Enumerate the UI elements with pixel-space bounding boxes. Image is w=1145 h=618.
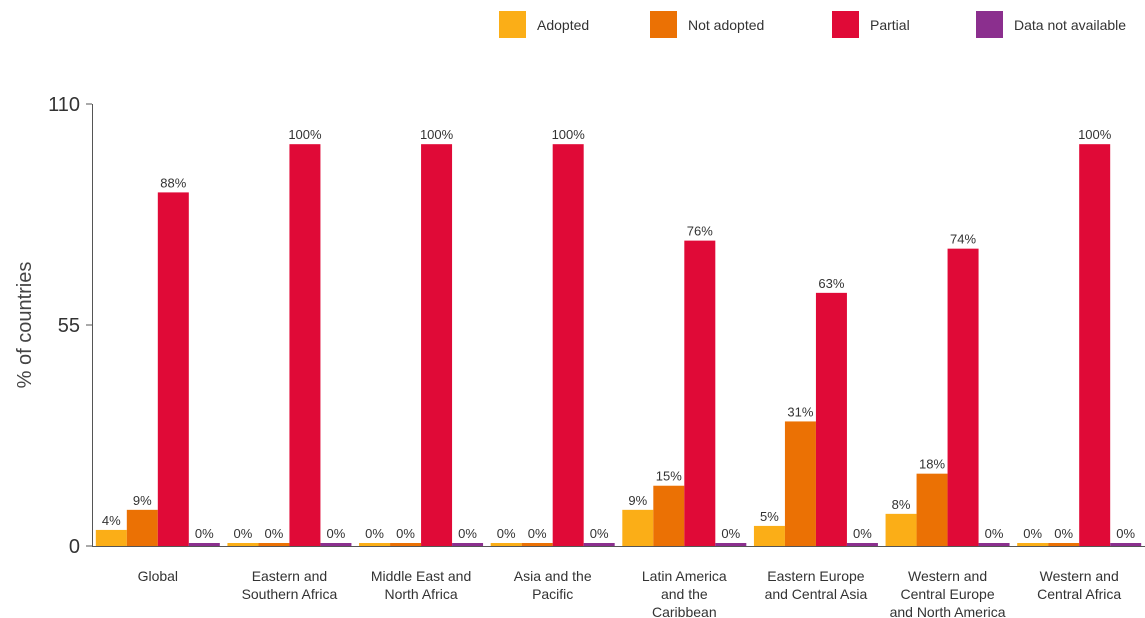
data-label: 100% (288, 127, 322, 142)
data-label: 76% (687, 224, 713, 239)
data-label: 18% (919, 457, 945, 472)
legend-swatch-adopted (499, 11, 526, 38)
bar-data-not-available (320, 543, 352, 546)
bar-data-not-available (188, 543, 220, 546)
x-category-label: Asia and the Pacific (514, 568, 592, 602)
legend-label: Adopted (537, 17, 589, 33)
data-label: 9% (133, 493, 152, 508)
data-label: 31% (787, 404, 813, 419)
bar-data-not-available (583, 543, 615, 546)
x-category-label: Western and Central Europe and North Ameri… (890, 568, 1006, 618)
bar-partial (157, 192, 189, 546)
bar-group-eastern-europe-and-central-asia: 5% 31% 63% 0% (753, 276, 878, 546)
bar-partial (421, 144, 453, 546)
bar-group-latin-america-and-the-caribbean: 9% 15% 76% 0% (622, 224, 747, 547)
bar-data-not-available (846, 543, 878, 546)
bar-group-western-and-central-africa: 0% 0% 100% 0% (1017, 127, 1142, 546)
x-category-label: Eastern and Southern Africa (242, 568, 338, 602)
data-label: 0% (1054, 526, 1073, 541)
bar-partial (947, 248, 979, 546)
data-label: 0% (590, 526, 609, 541)
bar-not-adopted (390, 543, 422, 546)
x-category-label: Western and Central Africa (1037, 568, 1121, 602)
bar-partial (684, 240, 716, 547)
bar-data-not-available (978, 543, 1010, 546)
data-label: 0% (985, 526, 1004, 541)
data-label: 0% (458, 526, 477, 541)
bar-group-global: 4% 9% 88% 0% (95, 175, 220, 546)
bar-adopted (885, 513, 917, 546)
data-label: 0% (497, 526, 516, 541)
bar-not-adopted (916, 473, 948, 546)
x-category-label: Latin America and the Caribbean (642, 568, 727, 618)
y-tick-label: 0 (69, 536, 80, 558)
bar-data-not-available (715, 543, 747, 546)
bar-adopted (95, 529, 127, 546)
data-label: 100% (1078, 127, 1112, 142)
bar-partial (815, 292, 847, 546)
bar-adopted (490, 543, 522, 546)
data-label: 0% (853, 526, 872, 541)
legend-item-not-adopted: Not adopted (650, 11, 764, 38)
data-label: 9% (628, 493, 647, 508)
bar-data-not-available (452, 543, 484, 546)
y-tick-label: 110 (48, 94, 80, 116)
data-label: 0% (721, 526, 740, 541)
data-label: 0% (195, 526, 214, 541)
legend-swatch-partial (832, 11, 859, 38)
data-label: 88% (160, 175, 186, 190)
data-label: 0% (396, 526, 415, 541)
data-label: 74% (950, 232, 976, 247)
data-label: 0% (365, 526, 384, 541)
data-label: 0% (1023, 526, 1042, 541)
bar-not-adopted (126, 509, 158, 546)
y-tick-label: 55 (58, 315, 80, 337)
data-label: 15% (656, 469, 682, 484)
data-label: 100% (552, 127, 586, 142)
data-label: 0% (265, 526, 284, 541)
bar-adopted (1017, 543, 1049, 546)
legend-swatch-not-adopted (650, 11, 677, 38)
bar-partial (552, 144, 584, 546)
data-label: 0% (1116, 526, 1135, 541)
bar-group-middle-east-and-north-africa: 0% 0% 100% 0% (359, 127, 484, 546)
legend-swatch-data-not-available (976, 11, 1003, 38)
bar-adopted (227, 543, 259, 546)
bar-not-adopted (1048, 543, 1080, 546)
data-label: 5% (760, 509, 779, 524)
bar-adopted (753, 525, 785, 546)
bar-adopted (622, 509, 654, 546)
bar-not-adopted (521, 543, 553, 546)
y-axis-label: % of countries (14, 262, 36, 389)
bar-group-western-and-central-europe-and-north-america: 8% 18% 74% 0% (885, 232, 1010, 546)
data-label: 100% (420, 127, 454, 142)
x-category-label: Eastern Europe and Central Asia (765, 568, 868, 602)
legend-item-adopted: Adopted (499, 11, 589, 38)
bar-data-not-available (1110, 543, 1142, 546)
legend-item-partial: Partial (832, 11, 910, 38)
legend-label: Not adopted (688, 17, 764, 33)
legend: Adopted Not adopted Partial Data not availa… (499, 11, 1126, 38)
data-label: 4% (102, 513, 121, 528)
legend-label: Partial (870, 17, 910, 33)
x-category-label: Middle East and North Africa (371, 568, 471, 602)
x-category-label: Global (138, 568, 178, 584)
bar-partial (1079, 144, 1111, 546)
bar-group-asia-and-the-pacific: 0% 0% 100% 0% (490, 127, 615, 546)
data-label: 8% (892, 497, 911, 512)
data-label: 0% (327, 526, 346, 541)
bar-not-adopted (784, 421, 816, 546)
data-label: 0% (234, 526, 253, 541)
bar-not-adopted (653, 485, 685, 546)
bar-adopted (359, 543, 391, 546)
bar-partial (289, 144, 321, 546)
legend-item-data-not-available: Data not available (976, 11, 1126, 38)
legend-label: Data not available (1014, 17, 1126, 33)
bar-not-adopted (258, 543, 290, 546)
data-label: 63% (818, 276, 844, 291)
data-label: 0% (528, 526, 547, 541)
bar-group-eastern-and-southern-africa: 0% 0% 100% 0% (227, 127, 352, 546)
